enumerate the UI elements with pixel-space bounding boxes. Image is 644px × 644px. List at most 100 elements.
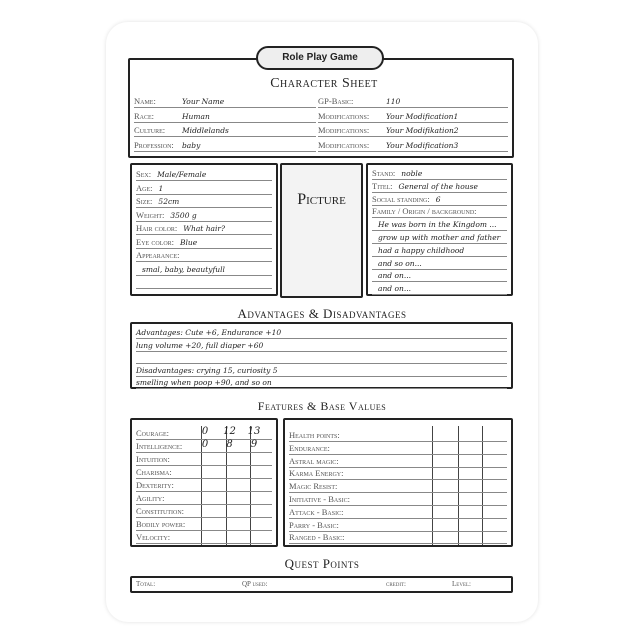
field-value[interactable]: Your Modification1 [386,111,459,121]
base-value-row: Initiative - Basic: [289,492,507,506]
advantage-text[interactable]: Advantages: Cute +6, Endurance +10 [136,328,282,337]
field-label: Family / Origin / background: [372,206,477,217]
base-value-row: Astral magic: [289,454,507,468]
field-row: Weight: 3500 g [136,208,272,222]
field-row: Appearance: [136,248,272,262]
field-value[interactable]: He was born in the Kingdom ... [378,220,497,230]
field-row: Modifications: Your Modification1 [318,109,508,123]
field-value[interactable]: and on... [378,284,411,294]
advantage-text[interactable]: lung volume +20, full diaper +60 [136,340,264,350]
field-value[interactable]: 1 [158,183,164,193]
field-value[interactable]: Male/Female [157,170,207,179]
advantage-text[interactable]: Disadvantages: crying 15, curiosity 5 [136,365,278,375]
attribute-row: Bodily power: [136,517,272,531]
field-value[interactable]: baby [182,140,201,150]
base-value-label: Astral magic: [289,455,339,466]
field-value[interactable]: Your Modification3 [386,140,459,150]
base-values-box: Health points: Endurance: Astral magic: Kar… [283,418,513,547]
field-label: Weight: [136,209,165,220]
attribute-value[interactable]: 12 [223,426,236,437]
field-row: and on... [372,268,507,283]
quest-field-label: Level: [452,580,471,588]
base-value-label: Initiative - Basic: [289,494,350,504]
attribute-value[interactable]: 8 [226,439,233,450]
field-row: Name: Your Name [134,94,316,108]
attribute-value[interactable]: 0 [201,426,209,437]
page-title: Character Sheet [270,76,378,91]
field-value[interactable]: Your Modifikation2 [386,126,459,135]
field-label: Eye color: [136,236,175,247]
base-value-label: Karma Energy: [289,468,344,479]
field-label: Titel: [372,180,393,191]
field-value[interactable]: 6 [435,194,441,204]
quest-box: Total: QP used: credit: Level: [130,576,513,593]
attribute-row: Constitution: [136,504,272,518]
advantage-text[interactable]: smelling when poop +90, and so on [136,378,272,387]
quest-field-label: credit: [386,580,406,588]
field-value[interactable]: General of the house [398,181,478,191]
base-value-row: Karma Energy: [289,466,507,481]
base-value-label: Endurance: [289,442,330,453]
field-value[interactable]: What hair? [183,224,226,233]
field-value[interactable]: 52cm [158,197,180,206]
field-row: He was born in the Kingdom ... [372,217,507,232]
attribute-value[interactable]: 9 [250,439,258,450]
field-value[interactable]: had a happy childhood [378,245,465,255]
field-row: Race: Human [134,109,316,123]
field-value[interactable]: Human [182,111,210,121]
quest-heading: Quest Points [284,556,360,571]
field-value[interactable]: smal, baby, beautyfull [142,264,225,274]
picture-label: Picture [297,191,346,208]
attribute-value[interactable]: 13 [247,426,261,437]
attribute-value[interactable]: 0 [201,439,209,450]
field-value[interactable]: Middlelands [182,126,229,135]
advantages-box: Advantages: Cute +6, Endurance +10 lung v… [130,322,513,389]
base-value-label: Magic Resist: [289,481,338,492]
features-heading: Features & Base Values [257,399,387,413]
attribute-label: Bodily power: [136,519,186,529]
base-value-row: Ranged - Basic: [289,530,507,545]
field-label: Modifications: [318,110,370,121]
field-value[interactable]: noble [401,169,423,178]
field-label: GP-Basic: [318,96,354,106]
field-label: Race: [134,110,155,121]
field-value[interactable]: and so on... [378,258,422,268]
field-value[interactable]: Your Name [182,97,225,106]
field-row: Sex: Male/Female [136,167,272,181]
field-value[interactable]: Blue [180,237,198,247]
field-value[interactable]: grow up with mother and father [378,233,501,242]
field-row: Culture: Middlelands [134,123,316,137]
base-value-row: Attack - Basic: [289,505,507,519]
attribute-row: Agility: [136,491,272,505]
base-value-label: Attack - Basic: [289,506,344,517]
field-label: Sex: [136,169,152,179]
field-label: Hair color: [136,223,178,233]
field-label: Appearance: [136,250,180,260]
field-value[interactable]: 3500 g [170,210,197,220]
advantage-line: lung volume +20, full diaper +60 [136,338,507,352]
attribute-row: Velocity: [136,530,272,544]
field-label: Size: [136,196,153,206]
attribute-label: Dexterity: [136,480,174,490]
attribute-row: Dexterity: [136,478,272,492]
attribute-row: Intelligence: 0 8 9 [136,439,272,453]
field-row: Profession: baby [134,138,316,152]
field-label: Modifications: [318,139,370,150]
appearance-box: Sex: Male/Female Age: 1 Size: 52cm Weight: 3500… [130,163,278,296]
base-value-row: Magic Resist: [289,479,507,494]
quest-field-label: Total: [136,580,156,588]
advantage-line: smelling when poop +90, and so on [136,375,507,389]
field-row: Titel: General of the house [372,179,507,193]
attribute-label: Charisma: [136,467,172,477]
field-value[interactable]: and on... [378,271,411,281]
field-row: Social standing: 6 [372,192,507,206]
field-row: and on... [372,281,507,296]
field-value[interactable]: 110 [386,97,401,106]
attribute-row: Charisma: [136,465,272,479]
field-row: GP-Basic: 110 [318,94,508,108]
field-row: Family / Origin / background: [372,204,507,219]
field-label: Age: [136,182,153,193]
attribute-label: Velocity: [136,532,171,542]
field-row: Stand: noble [372,166,507,180]
field-row [136,275,272,289]
